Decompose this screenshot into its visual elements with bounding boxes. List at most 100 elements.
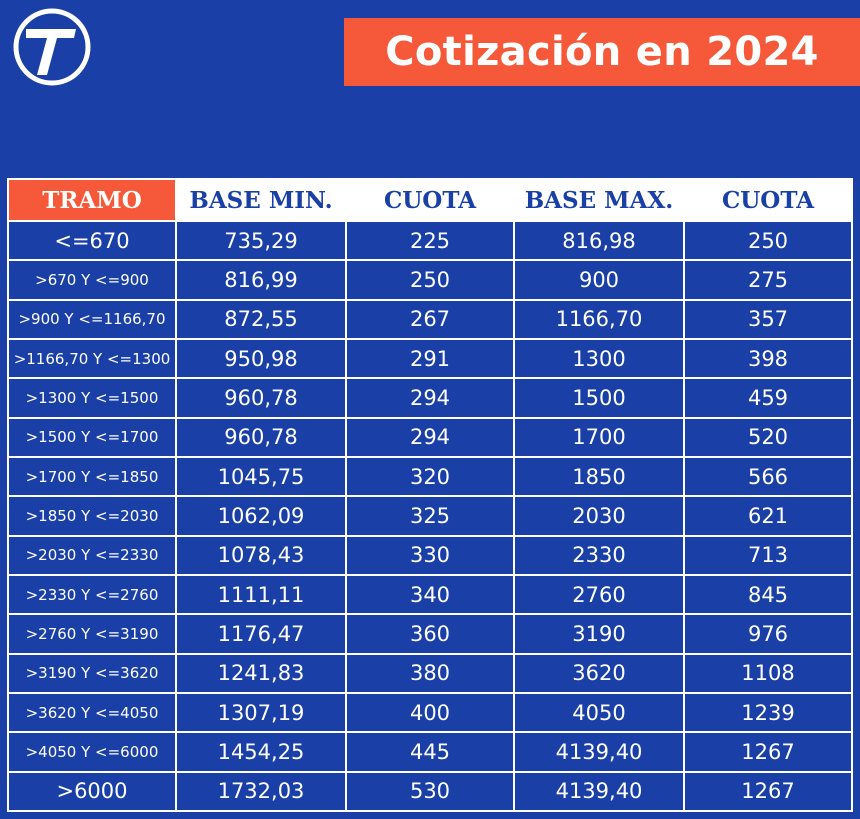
cell-cuota-max: 1267 (683, 770, 853, 813)
cell-cuota-min: 360 (345, 613, 515, 655)
cell-base-max: 3190 (513, 613, 685, 655)
cell-tramo: >670 Y <=900 (7, 259, 177, 301)
cell-base-min: 960,78 (175, 377, 347, 419)
table-row: >1300 Y <=1500 960,78 294 1500 459 (7, 377, 853, 419)
cell-tramo: >2330 Y <=2760 (7, 573, 177, 616)
table-row: >3190 Y <=3620 1241,83 380 3620 1108 (7, 652, 853, 694)
cell-tramo: >1700 Y <=1850 (7, 455, 177, 498)
cell-cuota-max: 621 (683, 495, 853, 537)
table-row: >2030 Y <=2330 1078,43 330 2330 713 (7, 534, 853, 576)
table-row: >670 Y <=900 816,99 250 900 275 (7, 259, 853, 301)
cell-base-min: 1307,19 (175, 691, 347, 734)
cell-base-max: 3620 (513, 652, 685, 694)
cell-cuota-max: 275 (683, 259, 853, 301)
cell-cuota-min: 325 (345, 495, 515, 537)
cell-base-min: 735,29 (175, 219, 347, 262)
table-row: >1850 Y <=2030 1062,09 325 2030 621 (7, 495, 853, 537)
table-row: >1166,70 Y <=1300 950,98 291 1300 398 (7, 337, 853, 380)
cell-base-max: 4139,40 (513, 770, 685, 813)
cell-cuota-max: 566 (683, 455, 853, 498)
cell-tramo: >3620 Y <=4050 (7, 691, 177, 734)
cell-cuota-max: 845 (683, 573, 853, 616)
cell-tramo: >1166,70 Y <=1300 (7, 337, 177, 380)
title-banner: Cotización en 2024 (344, 18, 860, 86)
column-header-cuota-min: CUOTA (345, 178, 515, 222)
cell-base-max: 2030 (513, 495, 685, 537)
seven-logo-icon (13, 8, 91, 86)
cell-base-min: 1241,83 (175, 652, 347, 694)
cell-base-max: 1500 (513, 377, 685, 419)
table-body: <=670 735,29 225 816,98 250 >670 Y <=900 816,9… (7, 219, 853, 813)
table-row: >6000 1732,03 530 4139,40 1267 (7, 770, 853, 813)
cell-tramo: >6000 (7, 770, 177, 813)
cell-cuota-max: 1108 (683, 652, 853, 694)
cell-tramo: >2030 Y <=2330 (7, 534, 177, 576)
cell-base-min: 950,98 (175, 337, 347, 380)
cell-base-min: 816,99 (175, 259, 347, 301)
table-row: >1700 Y <=1850 1045,75 320 1850 566 (7, 455, 853, 498)
table-row: >2330 Y <=2760 1111,11 340 2760 845 (7, 573, 853, 616)
cell-base-max: 2760 (513, 573, 685, 616)
table-row: >3620 Y <=4050 1307,19 400 4050 1239 (7, 691, 853, 734)
cell-tramo: >1500 Y <=1700 (7, 416, 177, 458)
cell-cuota-min: 267 (345, 298, 515, 340)
cell-base-max: 816,98 (513, 219, 685, 262)
column-header-tramo: TRAMO (7, 178, 177, 222)
cell-tramo: >1300 Y <=1500 (7, 377, 177, 419)
column-header-base-min: BASE MIN. (175, 178, 347, 222)
cell-base-max: 900 (513, 259, 685, 301)
cell-cuota-max: 250 (683, 219, 853, 262)
cell-base-max: 4139,40 (513, 731, 685, 773)
cell-base-max: 1850 (513, 455, 685, 498)
page-title: Cotización en 2024 (385, 29, 819, 75)
cell-cuota-min: 445 (345, 731, 515, 773)
cell-base-min: 1111,11 (175, 573, 347, 616)
cell-cuota-min: 320 (345, 455, 515, 498)
table-header-row: TRAMO BASE MIN. CUOTA BASE MAX. CUOTA (7, 178, 853, 222)
cell-cuota-min: 294 (345, 377, 515, 419)
cell-tramo: >900 Y <=1166,70 (7, 298, 177, 340)
cell-cuota-min: 380 (345, 652, 515, 694)
cell-tramo: <=670 (7, 219, 177, 262)
cell-cuota-min: 291 (345, 337, 515, 380)
table-row: >900 Y <=1166,70 872,55 267 1166,70 357 (7, 298, 853, 340)
cell-cuota-min: 530 (345, 770, 515, 813)
cell-base-max: 4050 (513, 691, 685, 734)
cell-cuota-max: 520 (683, 416, 853, 458)
cell-base-min: 872,55 (175, 298, 347, 340)
cell-cuota-max: 713 (683, 534, 853, 576)
column-header-base-max: BASE MAX. (513, 178, 685, 222)
cell-base-min: 1454,25 (175, 731, 347, 773)
cell-base-min: 1062,09 (175, 495, 347, 537)
cell-tramo: >4050 Y <=6000 (7, 731, 177, 773)
cell-cuota-min: 340 (345, 573, 515, 616)
cell-cuota-min: 250 (345, 259, 515, 301)
cell-base-min: 960,78 (175, 416, 347, 458)
cell-cuota-max: 357 (683, 298, 853, 340)
cell-base-min: 1078,43 (175, 534, 347, 576)
cell-base-max: 2330 (513, 534, 685, 576)
cell-tramo: >2760 Y <=3190 (7, 613, 177, 655)
cell-cuota-max: 1239 (683, 691, 853, 734)
cell-base-min: 1732,03 (175, 770, 347, 813)
table-row: >4050 Y <=6000 1454,25 445 4139,40 1267 (7, 731, 853, 773)
rates-table: TRAMO BASE MIN. CUOTA BASE MAX. CUOTA <=… (7, 178, 853, 813)
cell-cuota-max: 976 (683, 613, 853, 655)
cell-tramo: >1850 Y <=2030 (7, 495, 177, 537)
cell-base-max: 1700 (513, 416, 685, 458)
cell-tramo: >3190 Y <=3620 (7, 652, 177, 694)
cell-cuota-max: 1267 (683, 731, 853, 773)
table-row: >1500 Y <=1700 960,78 294 1700 520 (7, 416, 853, 458)
cell-base-max: 1166,70 (513, 298, 685, 340)
cell-base-min: 1176,47 (175, 613, 347, 655)
table-row: <=670 735,29 225 816,98 250 (7, 219, 853, 262)
cell-cuota-min: 330 (345, 534, 515, 576)
cell-cuota-min: 225 (345, 219, 515, 262)
cell-base-min: 1045,75 (175, 455, 347, 498)
cell-cuota-min: 400 (345, 691, 515, 734)
cell-cuota-max: 459 (683, 377, 853, 419)
cell-cuota-min: 294 (345, 416, 515, 458)
cell-cuota-max: 398 (683, 337, 853, 380)
table-row: >2760 Y <=3190 1176,47 360 3190 976 (7, 613, 853, 655)
column-header-cuota-max: CUOTA (683, 178, 853, 222)
